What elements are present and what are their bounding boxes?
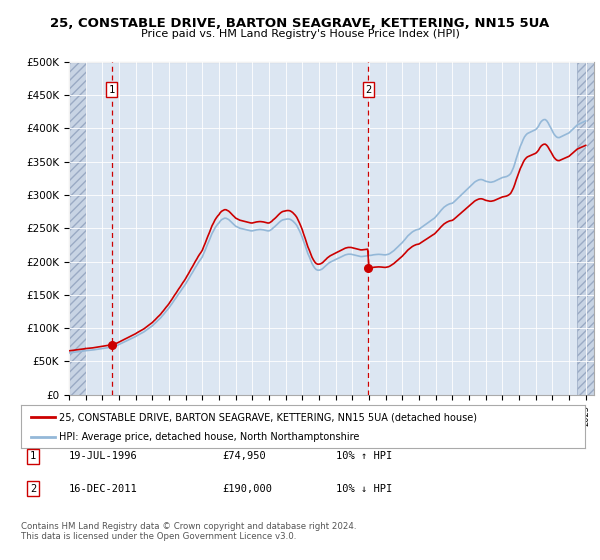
Text: 2: 2	[365, 85, 371, 95]
Text: 1: 1	[109, 85, 115, 95]
Text: £74,950: £74,950	[222, 451, 266, 461]
Bar	[577, 62, 600, 395]
Text: 10% ↑ HPI: 10% ↑ HPI	[336, 451, 392, 461]
Text: £190,000: £190,000	[222, 484, 272, 494]
Text: 25, CONSTABLE DRIVE, BARTON SEAGRAVE, KETTERING, NN15 5UA (detached house): 25, CONSTABLE DRIVE, BARTON SEAGRAVE, KE…	[59, 412, 478, 422]
Text: 16-DEC-2011: 16-DEC-2011	[69, 484, 138, 494]
Text: HPI: Average price, detached house, North Northamptonshire: HPI: Average price, detached house, Nort…	[59, 432, 360, 442]
Bar	[69, 62, 86, 395]
Text: Contains HM Land Registry data © Crown copyright and database right 2024.
This d: Contains HM Land Registry data © Crown c…	[21, 522, 356, 542]
Text: Price paid vs. HM Land Registry's House Price Index (HPI): Price paid vs. HM Land Registry's House …	[140, 29, 460, 39]
Text: 19-JUL-1996: 19-JUL-1996	[69, 451, 138, 461]
Text: 2: 2	[30, 484, 36, 494]
Text: 25, CONSTABLE DRIVE, BARTON SEAGRAVE, KETTERING, NN15 5UA: 25, CONSTABLE DRIVE, BARTON SEAGRAVE, KE…	[50, 17, 550, 30]
Text: 1: 1	[30, 451, 36, 461]
Text: 10% ↓ HPI: 10% ↓ HPI	[336, 484, 392, 494]
